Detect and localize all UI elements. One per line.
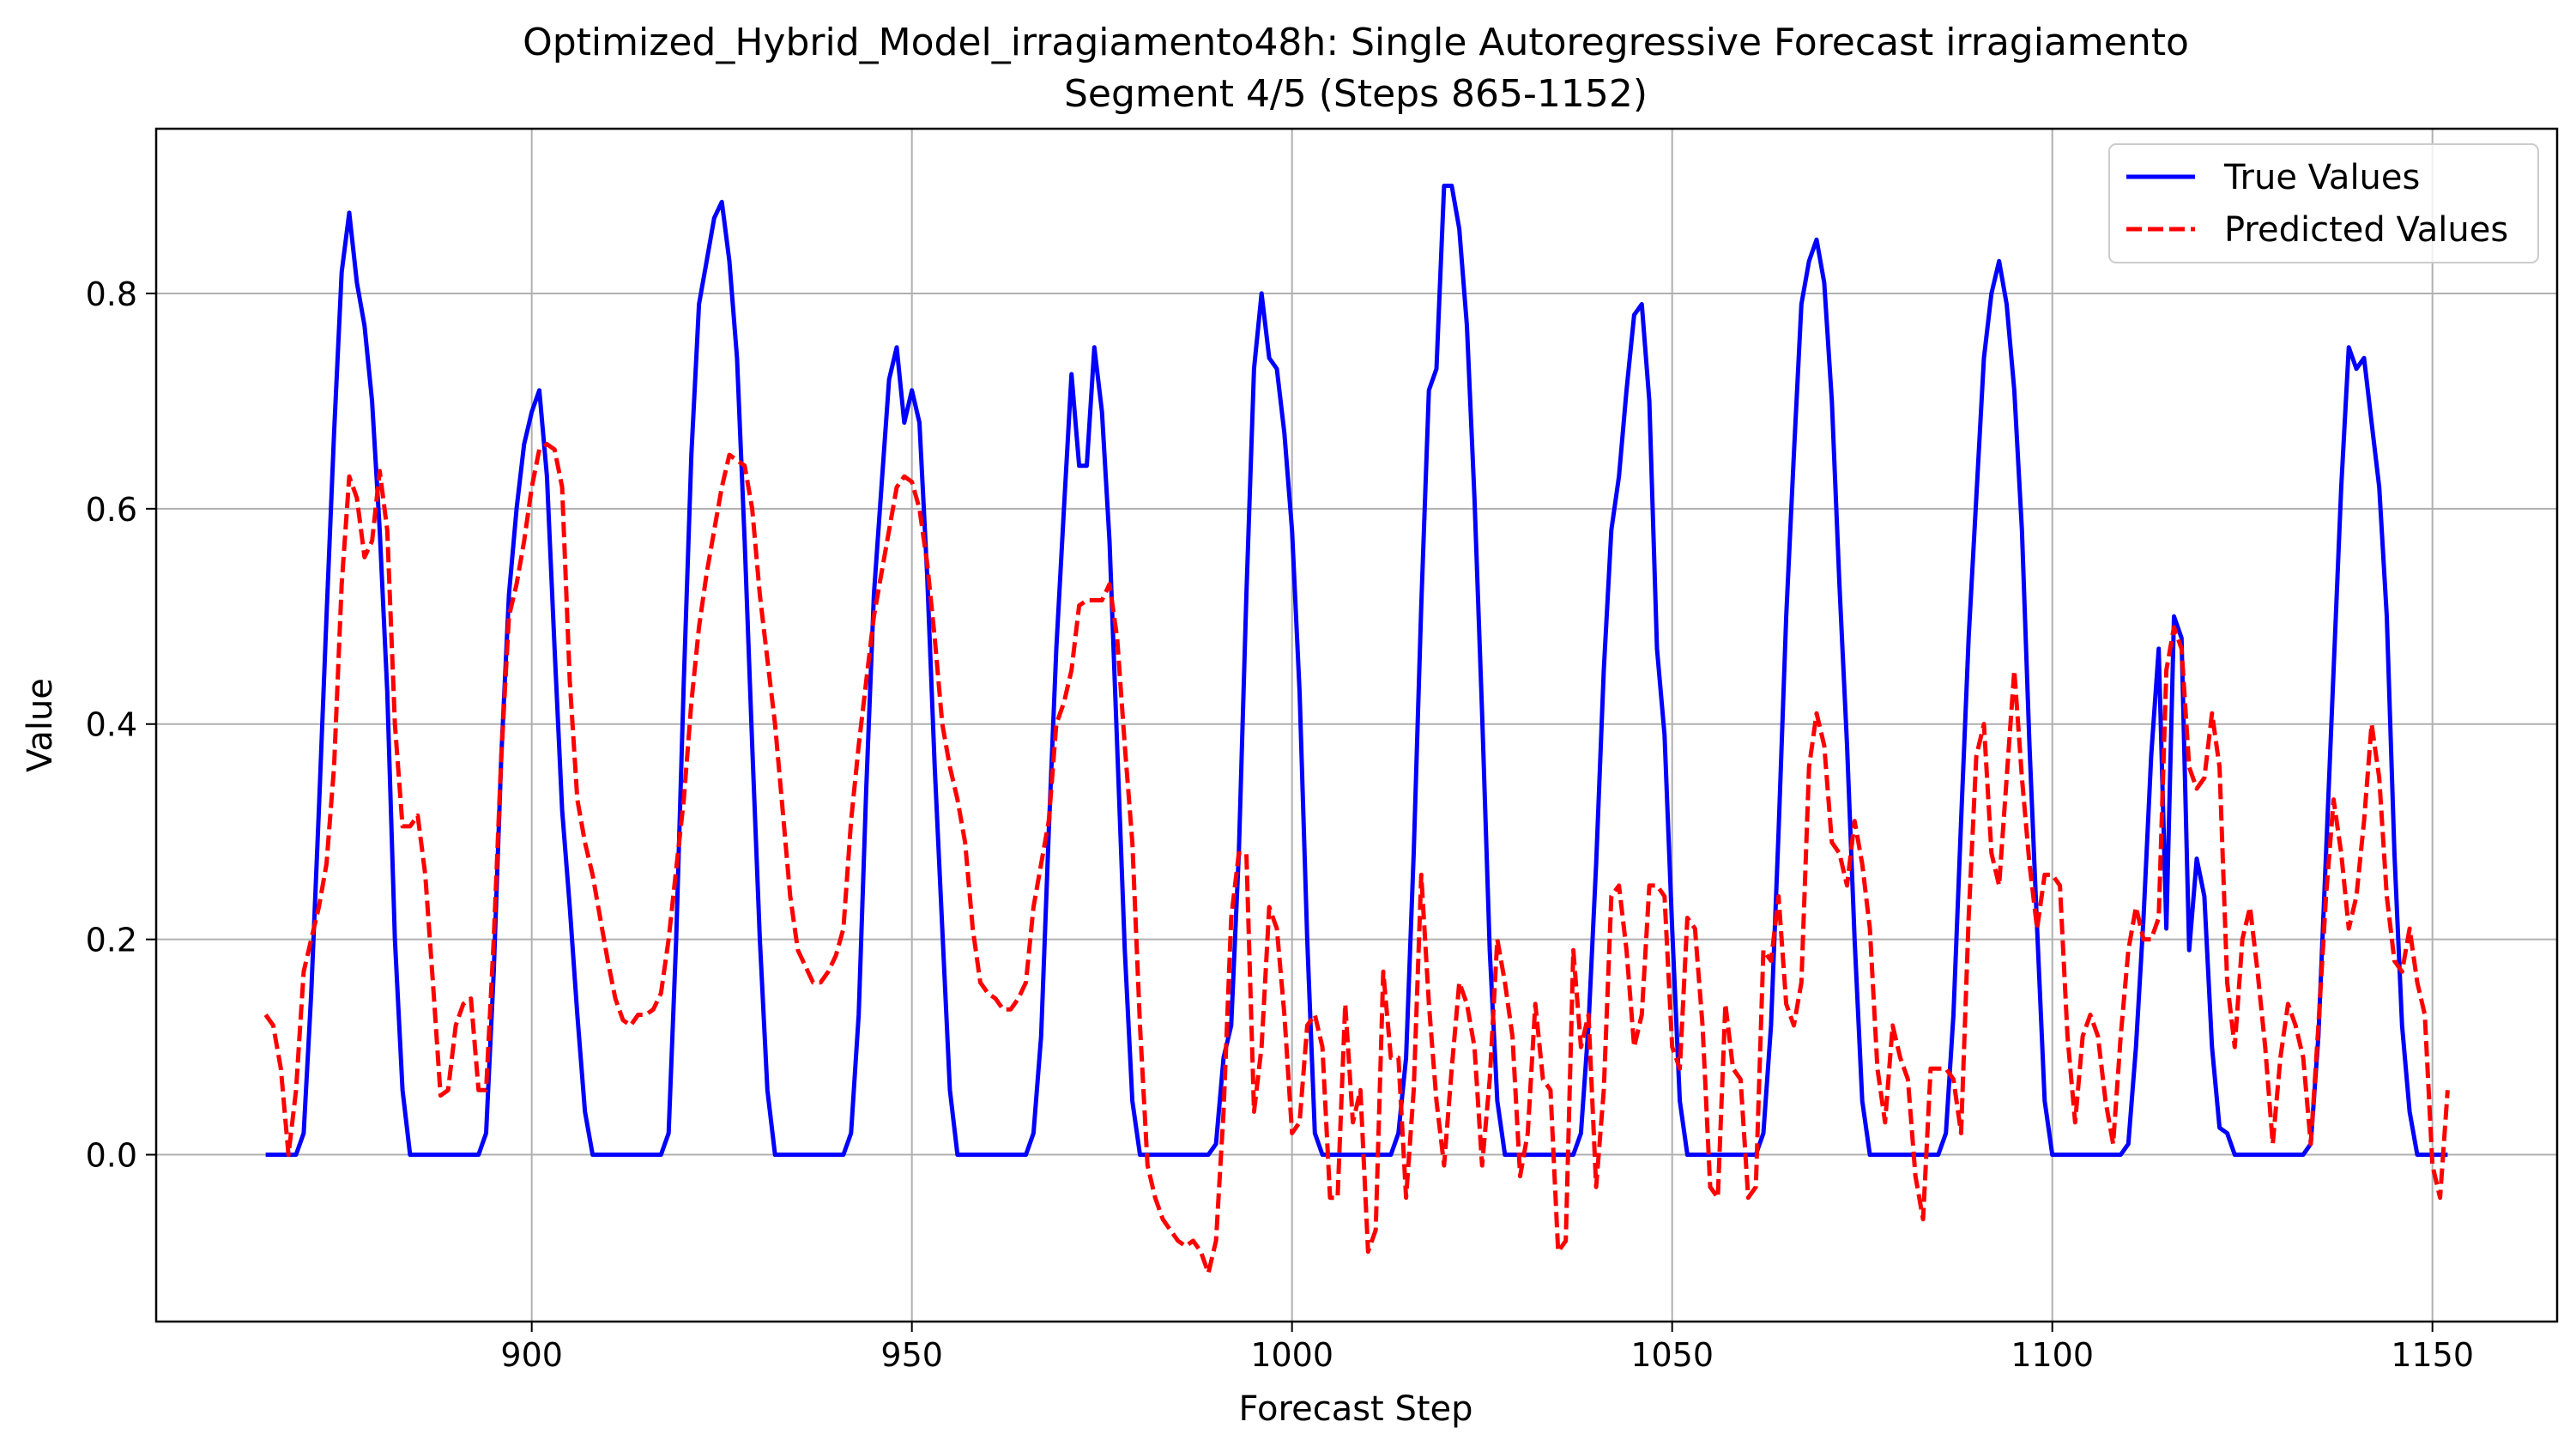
chart-title: Optimized_Hybrid_Model_irragiamento48h: … [523, 21, 2189, 64]
x-axis-label: Forecast Step [1238, 1389, 1472, 1429]
x-tick-label: 1150 [2391, 1336, 2474, 1374]
y-tick-label: 0.0 [86, 1137, 137, 1175]
y-tick-label: 0.2 [86, 922, 137, 959]
legend-label-predicted-values: Predicted Values [2224, 210, 2508, 250]
legend: True Values Predicted Values [2108, 143, 2539, 263]
x-tick-label: 1100 [2011, 1336, 2094, 1374]
y-tick-label: 0.8 [86, 275, 137, 313]
y-axis-ticks: 0.0 0.2 0.4 0.6 0.8 [86, 275, 156, 1175]
plot-area-frame [154, 127, 2559, 1323]
series-line-true-values [265, 184, 2448, 1158]
y-axis-label: Value [21, 678, 60, 772]
series-lines [263, 184, 2450, 1275]
x-tick-label: 1000 [1250, 1336, 1333, 1374]
series-line-predicted-values [263, 442, 2450, 1275]
legend-label-true-values: True Values [2223, 158, 2420, 197]
x-tick-label: 1050 [1630, 1336, 1714, 1374]
x-tick-label: 900 [500, 1336, 563, 1374]
y-tick-label: 0.4 [86, 706, 137, 744]
legend-box [2108, 143, 2539, 263]
y-tick-label: 0.6 [86, 491, 137, 529]
x-axis-ticks: 900 950 1000 1050 1100 1150 [500, 1322, 2474, 1374]
chart-subtitle: Segment 4/5 (Steps 865-1152) [1064, 72, 1648, 116]
x-tick-label: 950 [880, 1336, 943, 1374]
